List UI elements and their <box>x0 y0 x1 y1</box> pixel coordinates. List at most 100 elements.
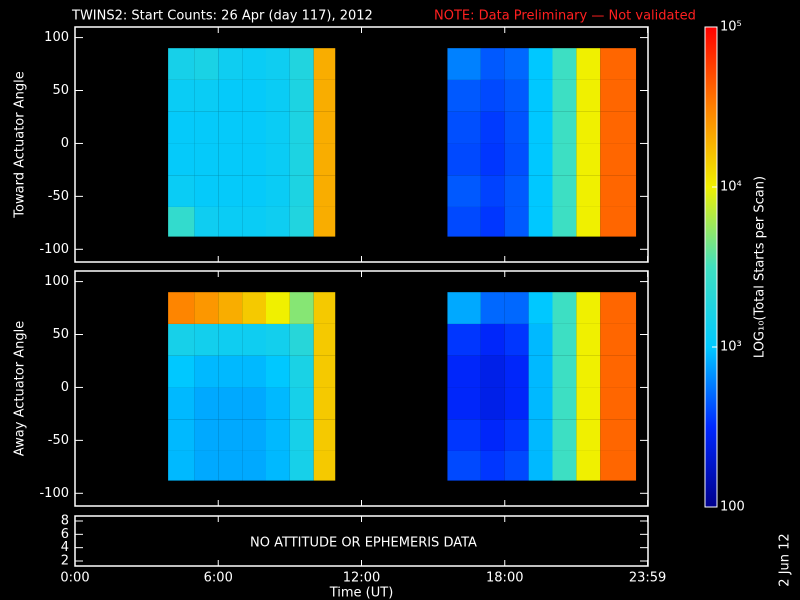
heat-cell <box>266 419 290 451</box>
y-axis-label: Toward Actuator Angle <box>13 71 28 218</box>
colorbar-tick-label: 10⁵ <box>720 20 742 35</box>
heat-cell <box>552 450 577 481</box>
y-tick-label: 100 <box>44 30 69 45</box>
y-tick-label: 6 <box>61 527 69 542</box>
heat-cell <box>504 355 529 388</box>
heat-cell <box>242 387 266 420</box>
heat-cell <box>600 292 637 324</box>
heat-cell <box>194 323 219 356</box>
heat-cell <box>218 206 243 237</box>
heat-cell <box>266 450 290 481</box>
heat-cell <box>480 323 505 356</box>
heat-cell <box>266 79 290 112</box>
heat-cell <box>289 387 314 420</box>
heat-cell <box>552 419 577 451</box>
heat-cell <box>447 143 481 176</box>
heat-cell <box>447 292 481 324</box>
heat-cell <box>289 79 314 112</box>
heat-cell <box>194 143 219 176</box>
heat-cell <box>289 419 314 451</box>
heat-cell <box>266 48 290 80</box>
heat-cell <box>576 143 601 176</box>
heat-cell <box>552 387 577 420</box>
heat-cell <box>552 143 577 176</box>
x-tick-label: 18:00 <box>486 571 523 586</box>
heat-cell <box>289 450 314 481</box>
heat-cell <box>194 175 219 207</box>
heat-cell <box>480 48 505 80</box>
heat-cell <box>168 323 195 356</box>
heat-cell <box>242 323 266 356</box>
heat-cell <box>194 79 219 112</box>
heat-cell <box>447 175 481 207</box>
heat-cell <box>266 111 290 144</box>
heat-cell <box>576 355 601 388</box>
heat-cell <box>528 143 553 176</box>
heat-cell <box>242 206 266 237</box>
heat-cell <box>313 48 336 80</box>
heat-cell <box>266 355 290 388</box>
heat-cell <box>528 323 553 356</box>
heat-cell <box>218 450 243 481</box>
x-tick-label: 12:00 <box>343 571 380 586</box>
heat-cell <box>168 143 195 176</box>
heat-cell <box>168 79 195 112</box>
heat-cell <box>242 143 266 176</box>
heat-cell <box>576 111 601 144</box>
heat-cell <box>576 323 601 356</box>
y-tick-label: 50 <box>52 327 69 342</box>
heat-cell <box>289 175 314 207</box>
heat-cell <box>266 387 290 420</box>
date-stamp: 2 Jun 12 <box>778 533 793 586</box>
heat-cell <box>168 48 195 80</box>
heat-cell <box>313 355 336 388</box>
chart-title: TWINS2: Start Counts: 26 Apr (day 117), … <box>71 9 373 24</box>
heat-cell <box>168 111 195 144</box>
heat-cell <box>242 355 266 388</box>
heat-cell <box>552 206 577 237</box>
heat-cell <box>289 111 314 144</box>
heat-cell <box>528 450 553 481</box>
heat-cell <box>168 206 195 237</box>
heat-cell <box>168 175 195 207</box>
heat-cell <box>552 79 577 112</box>
heat-cell <box>504 143 529 176</box>
heat-cell <box>528 419 553 451</box>
heat-cell <box>504 79 529 112</box>
heat-cell <box>313 79 336 112</box>
heat-cell <box>242 175 266 207</box>
y-tick-label: 4 <box>61 540 69 555</box>
heat-cell <box>218 111 243 144</box>
heat-cell <box>313 206 336 237</box>
heat-cell <box>289 206 314 237</box>
heat-cell <box>504 292 529 324</box>
heat-cell <box>528 387 553 420</box>
heat-cell <box>528 175 553 207</box>
heat-cell <box>600 48 637 80</box>
heat-cell <box>218 323 243 356</box>
heat-cell <box>504 323 529 356</box>
heat-cell <box>218 175 243 207</box>
heat-cell <box>504 387 529 420</box>
x-tick-label: 23:59 <box>629 571 666 586</box>
heat-cell <box>480 419 505 451</box>
heat-cell <box>242 419 266 451</box>
heat-cell <box>313 292 336 324</box>
y-axis-label: Away Actuator Angle <box>13 321 28 456</box>
x-axis-label: Time (UT) <box>329 586 394 600</box>
heat-cell <box>528 292 553 324</box>
heat-cell <box>576 292 601 324</box>
heat-cell <box>600 143 637 176</box>
heat-cell <box>447 450 481 481</box>
y-tick-label: 100 <box>44 274 69 289</box>
heat-cell <box>600 111 637 144</box>
heat-cell <box>266 292 290 324</box>
heat-cell <box>313 323 336 356</box>
heat-cell <box>552 292 577 324</box>
heat-cell <box>504 175 529 207</box>
heat-cell <box>447 419 481 451</box>
heat-cell <box>242 79 266 112</box>
heat-cell <box>447 355 481 388</box>
y-tick-label: -100 <box>39 486 69 501</box>
